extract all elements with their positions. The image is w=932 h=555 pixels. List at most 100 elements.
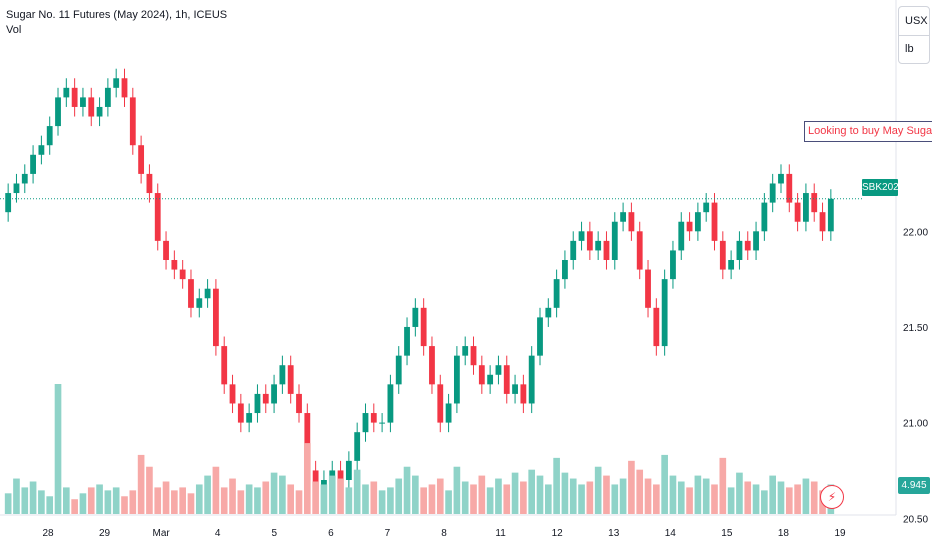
candle-body: [487, 374, 494, 385]
candle-body: [5, 193, 12, 213]
volume-bar: [761, 490, 768, 514]
volume-bar: [370, 481, 378, 514]
volume-bar: [486, 487, 494, 514]
candle-body: [653, 307, 660, 347]
candle-body: [778, 173, 784, 184]
candle-body: [113, 78, 120, 88]
volume-bar: [195, 484, 203, 514]
candle-body: [30, 154, 36, 174]
candle-body: [304, 413, 311, 471]
candle-body: [636, 231, 643, 270]
candle-body: [404, 326, 410, 356]
unit-selector[interactable]: USX lb: [898, 6, 930, 64]
x-tick-label: 29: [99, 528, 111, 539]
x-tick-label: 13: [608, 528, 620, 539]
candle-body: [703, 202, 710, 213]
candle-body: [262, 393, 269, 404]
volume-bar: [553, 457, 560, 514]
volume-bar: [38, 490, 45, 514]
candle-body: [586, 231, 593, 251]
volume-bar: [578, 484, 585, 514]
volume-legend: Vol: [6, 24, 22, 36]
candle-body: [819, 212, 826, 232]
volume-bar: [719, 457, 727, 514]
candle-body: [578, 231, 585, 241]
volume-bar: [179, 487, 186, 514]
candle-body: [462, 346, 469, 356]
volume-bar: [661, 454, 668, 514]
volume-bar: [162, 481, 170, 514]
x-tick-label: 6: [328, 528, 334, 539]
x-tick-label: 7: [385, 528, 391, 539]
candle-body: [80, 97, 86, 107]
volume-bar: [312, 481, 319, 514]
candle-body: [279, 365, 286, 385]
volume-bar: [279, 475, 286, 514]
candle-body: [611, 221, 618, 260]
lightning-icon[interactable]: ⚡: [820, 485, 844, 509]
candle-body: [121, 78, 128, 98]
volume-bar: [129, 490, 137, 514]
candle-body: [528, 355, 535, 404]
candle-body: [163, 240, 169, 260]
candle-body: [620, 212, 627, 222]
volume-bar: [694, 475, 702, 514]
candle-body: [420, 307, 427, 347]
candle-body: [312, 470, 319, 490]
candle-body: [254, 393, 261, 414]
candle-body: [13, 183, 20, 194]
candle-body: [104, 87, 111, 107]
volume-bar: [470, 484, 477, 514]
candle-body: [686, 221, 693, 232]
volume-bar: [436, 478, 444, 514]
candle-body: [736, 240, 743, 260]
volume-bar: [802, 478, 810, 514]
currency-unit[interactable]: USX: [905, 15, 928, 27]
candle-body: [495, 365, 502, 375]
volume-bar: [636, 469, 644, 514]
volume-bar: [769, 475, 776, 514]
chart-title: Sugar No. 11 Futures (May 2024), 1h, ICE…: [6, 9, 228, 21]
x-tick-label: 11: [495, 528, 506, 539]
candle-body: [179, 269, 186, 280]
volume-bar: [328, 475, 336, 514]
candle-body: [537, 317, 543, 356]
quantity-unit[interactable]: lb: [905, 43, 914, 55]
x-tick-label: 15: [721, 528, 733, 539]
annotation-note[interactable]: Looking to buy May Sugar: [804, 121, 932, 142]
candle-body: [412, 307, 419, 327]
last-volume-label: 4.945 K: [898, 477, 930, 508]
candle-body: [520, 384, 527, 404]
volume-bar: [744, 481, 752, 514]
candle-body: [694, 212, 701, 232]
volume-bar: [644, 478, 652, 514]
volume-bar: [204, 475, 211, 514]
volume-bar: [594, 466, 602, 514]
candle-body: [129, 97, 136, 146]
x-tick-label: 12: [552, 528, 564, 539]
candle-body: [387, 384, 394, 423]
volume-bar: [212, 466, 220, 514]
volume-bar: [337, 478, 344, 514]
candle-body: [803, 193, 809, 222]
x-tick-label: Mar: [153, 528, 171, 539]
candle-body: [146, 173, 153, 194]
candle-body: [21, 173, 28, 184]
candle-body: [379, 422, 386, 424]
candle-body: [96, 106, 103, 117]
candle-body: [827, 198, 834, 232]
volume-bar: [378, 490, 386, 514]
volume-bar: [21, 487, 29, 514]
candle-body: [445, 403, 452, 423]
x-tick-label: 18: [778, 528, 790, 539]
candle-body: [794, 202, 801, 222]
candle-body: [362, 413, 369, 433]
volume-bar: [303, 443, 311, 514]
candle-body: [188, 279, 194, 308]
volume-bar: [270, 472, 278, 514]
candle-body: [603, 240, 610, 260]
candle-body: [337, 470, 344, 480]
volume-bar: [752, 484, 760, 514]
